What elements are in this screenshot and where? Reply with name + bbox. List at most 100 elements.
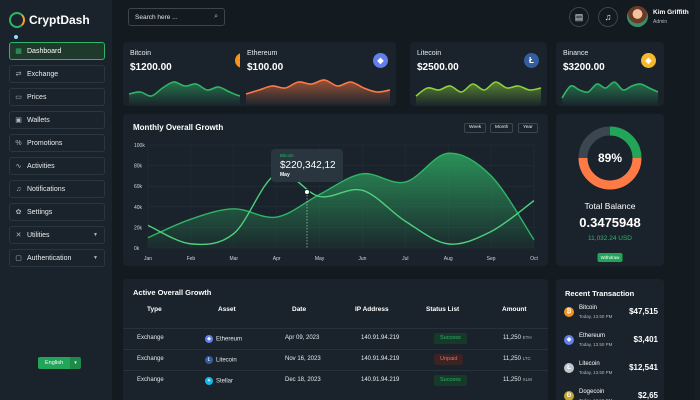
row-type: Exchange [137, 356, 164, 362]
notifications-button[interactable]: ♫ [598, 7, 618, 27]
search-icon[interactable]: ⌕ [214, 13, 218, 20]
row-amount: 11,250 LTC [503, 356, 531, 362]
period-year-button[interactable]: Year [518, 123, 538, 133]
balance-value: 0.3475948 [579, 215, 641, 230]
sidebar-item-settings[interactable]: ✿ Settings [9, 203, 105, 221]
column-amount: Amount [502, 306, 527, 313]
logo-icon [9, 12, 25, 28]
brand-logo[interactable]: CryptDash [9, 12, 90, 28]
transaction-amount: $47,515 [629, 307, 658, 316]
active-growth-title: Active Overall Growth [133, 288, 212, 297]
monthly-growth-card: Monthly Overall Growth Week Month Year 0… [123, 114, 548, 266]
x-tick-label: Jun [358, 256, 366, 262]
hover-point[interactable] [304, 189, 310, 195]
coin-card-bitcoin[interactable]: Bitcoin$1200.00₿ [123, 42, 258, 106]
sidebar-item-promotions[interactable]: % Promotions [9, 134, 105, 152]
list-item[interactable]: Ł Litecoin Today, 13.50 PM $12,541 [564, 360, 658, 384]
user-name: Kim Griffith [653, 9, 689, 16]
table-row[interactable]: Exchange Ł Litecoin Nov 16, 2023 140.91.94.2… [123, 349, 548, 370]
sidebar-item-notifications[interactable]: ♫ Notifications [9, 180, 105, 198]
withdraw-button[interactable]: Withdraw [597, 253, 623, 262]
sidebar-item-utilities[interactable]: ✕ Utilities ▼ [9, 226, 105, 244]
message-icon: ▤ [574, 11, 584, 22]
messages-button[interactable]: ▤ [569, 7, 589, 27]
sidebar-item-label: Utilities [27, 231, 50, 239]
language-label: English [38, 357, 71, 369]
status-dot [14, 35, 18, 39]
exchange-icon: ⇄ [15, 70, 22, 78]
user-icon: ▢ [15, 254, 22, 262]
list-item[interactable]: Ð Dogecoin Today, 13.50 PM $2,65 [564, 388, 658, 400]
coin-card-litecoin[interactable]: Litecoin $2500.00 Ł [410, 42, 547, 106]
row-asset: Ł Litecoin [205, 356, 237, 364]
sidebar-item-label: Wallets [27, 116, 50, 124]
row-type: Exchange [137, 335, 164, 341]
transaction-amount: $3,401 [633, 335, 658, 344]
coin-name: Ethereum [247, 50, 278, 57]
coin-price: $2500.00 [417, 62, 459, 73]
search-box: ⌕ [128, 8, 225, 26]
table-row[interactable]: Exchange ✦ Stellar Dec 18, 2023 140.91.94.21… [123, 370, 548, 391]
sidebar-item-dashboard[interactable]: ▦ Dashboard [9, 42, 105, 60]
column-type: Type [147, 306, 162, 313]
balance-card: 89% Total Balance 0.3475948 11,032.24 US… [556, 114, 664, 266]
wallet-icon: ▣ [15, 116, 22, 124]
table-row[interactable]: Exchange ◆ Ethereum Apr 09, 2023 140.91.94.2… [123, 328, 548, 349]
list-item[interactable]: ₿ Bitcoin Today, 13.50 PM $47,515 [564, 304, 658, 328]
language-select[interactable]: English ▾ [38, 357, 82, 369]
sparkline-area [416, 81, 541, 106]
sidebar-item-exchange[interactable]: ⇄ Exchange [9, 65, 105, 83]
asset-name: Litecoin [216, 357, 237, 364]
x-tick-label: Feb [187, 256, 196, 262]
balance-percent: 89% [597, 151, 623, 165]
amount-unit: ETH [522, 335, 532, 340]
transaction-time: Today, 13.50 PM [579, 370, 613, 375]
search-input[interactable] [135, 13, 205, 21]
list-item[interactable]: ◆ Ethereum Today, 13.50 PM $3,401 [564, 332, 658, 356]
growth-chart: 0k 20k 40k 60k 80k 100k Jan Feb Mar Apr May Jun Jul A… [134, 143, 538, 262]
status-badge: Success [434, 333, 467, 344]
balance-ring [578, 126, 642, 190]
period-week-button[interactable]: Week [464, 123, 487, 133]
coin-card-binance[interactable]: Binance $3200.00 ◈ [556, 42, 664, 106]
sidebar-item-activities[interactable]: ∿ Activities [9, 157, 105, 175]
growth-title: Monthly Overall Growth [133, 123, 224, 132]
sidebar-item-prices[interactable]: ▭ Prices [9, 88, 105, 106]
row-amount: 11,250 ETH [503, 335, 532, 341]
sidebar [0, 0, 112, 400]
tooltip-month: May [280, 172, 290, 178]
period-month-button[interactable]: Month [490, 123, 514, 133]
row-date: Nov 16, 2023 [285, 356, 321, 362]
y-tick-label: 100k [134, 143, 145, 149]
row-ip: 140.91.94.219 [361, 377, 400, 383]
sparkline-area [246, 79, 390, 106]
column-status: Status List [426, 306, 460, 313]
activity-icon: ∿ [15, 162, 22, 170]
coin-price: $100.00 [247, 62, 284, 73]
transaction-time: Today, 13.50 PM [579, 398, 612, 400]
sidebar-item-wallets[interactable]: ▣ Wallets [9, 111, 105, 129]
amount-value: 11,250 [503, 335, 521, 341]
status-badge: Success [434, 375, 467, 386]
tooltip-value: $220,342,12 [280, 160, 336, 171]
page-scrollbar[interactable] [695, 0, 700, 400]
row-asset: ✦ Stellar [205, 377, 233, 385]
row-amount: 11,250 XLM [503, 377, 532, 383]
sidebar-nav: ▦ Dashboard ⇄ Exchange ▭ Prices ▣ Wallets % Promo… [9, 42, 105, 267]
ring-segment-orange [578, 157, 642, 190]
sidebar-item-label: Authentication [27, 254, 72, 262]
sparkline-area [562, 81, 658, 106]
user-role: Admin [653, 19, 668, 25]
y-tick-label: 60k [134, 184, 143, 190]
transaction-name: Bitcoin [579, 305, 598, 311]
bell-icon: ♫ [604, 12, 612, 22]
sidebar-item-label: Dashboard [27, 47, 62, 55]
recent-title: Recent Transaction [565, 289, 635, 298]
bell-icon: ♫ [15, 185, 22, 193]
sidebar-item-authentication[interactable]: ▢ Authentication ▼ [9, 249, 105, 267]
coin-card-ethereum[interactable]: Ethereum $100.00 ◆ [240, 42, 396, 106]
column-ip: IP Address [355, 306, 389, 313]
avatar[interactable] [627, 6, 648, 27]
chart-tooltip [271, 149, 343, 182]
money-icon: ▭ [15, 93, 22, 101]
